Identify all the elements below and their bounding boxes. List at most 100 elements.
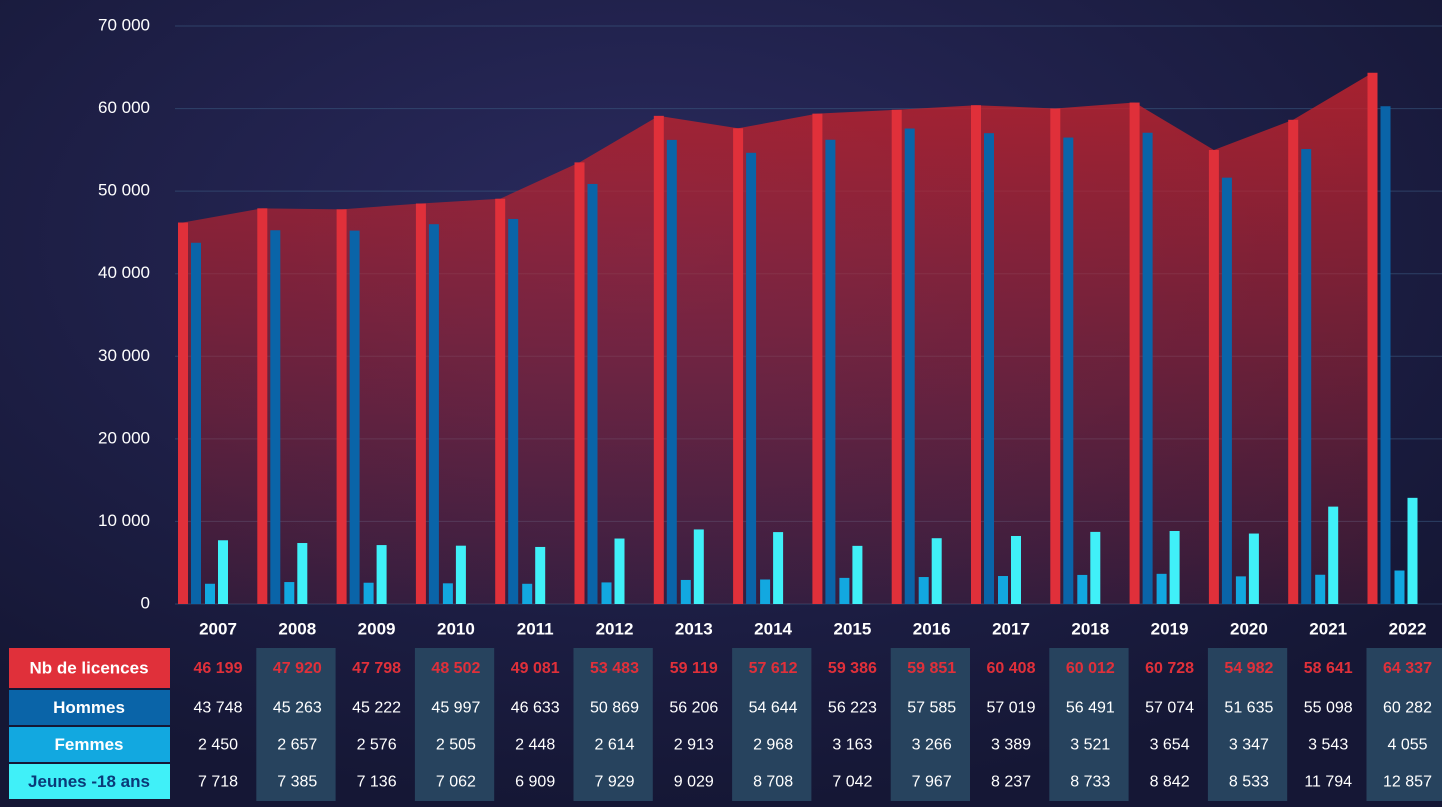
bar (1288, 120, 1298, 604)
bar (495, 199, 505, 604)
bar (1143, 133, 1153, 604)
bar (773, 532, 783, 604)
chart: 010 00020 00030 00040 00050 00060 00070 … (0, 0, 1442, 807)
value-label: 7 136 (357, 774, 397, 791)
value-label: 45 997 (431, 700, 480, 717)
value-label: 50 869 (590, 700, 639, 717)
value-label: 3 163 (832, 737, 872, 754)
bar (1236, 576, 1246, 604)
x-tick-label: 2008 (278, 619, 316, 638)
x-tick-label: 2020 (1230, 619, 1268, 638)
bar (1130, 103, 1140, 604)
bar (1077, 575, 1087, 604)
bar (456, 546, 466, 604)
bar (932, 538, 942, 604)
value-label: 57 585 (907, 700, 956, 717)
value-label: 3 266 (912, 737, 952, 754)
value-label: 57 019 (987, 700, 1036, 717)
bar (654, 116, 664, 604)
value-label: 51 635 (1224, 700, 1273, 717)
bar (694, 529, 704, 604)
bar (1050, 108, 1060, 604)
x-tick-label: 2018 (1071, 619, 1109, 638)
x-tick-label: 2012 (596, 619, 634, 638)
bar (1170, 531, 1180, 604)
bar (588, 184, 598, 604)
value-label: 57 612 (749, 660, 798, 677)
value-label: 46 633 (511, 700, 560, 717)
value-label: 54 644 (749, 700, 798, 717)
x-tick-label: 2021 (1309, 619, 1347, 638)
bar (257, 208, 267, 604)
bar (416, 204, 426, 604)
bar (205, 584, 215, 604)
bar (971, 105, 981, 604)
value-label: 2 505 (436, 737, 476, 754)
value-label: 11 794 (1304, 774, 1352, 791)
value-label: 53 483 (590, 660, 639, 677)
value-label: 54 982 (1224, 660, 1273, 677)
bar (1011, 536, 1021, 604)
x-tick-label: 2014 (754, 619, 792, 638)
x-tick-label: 2007 (199, 619, 237, 638)
value-label: 8 533 (1229, 774, 1269, 791)
value-label: 8 733 (1070, 774, 1110, 791)
value-label: 6 909 (515, 774, 555, 791)
value-label: 3 654 (1150, 737, 1190, 754)
bar (270, 230, 280, 604)
bar (377, 545, 387, 604)
bar (852, 546, 862, 604)
bar (218, 540, 228, 604)
value-label: 60 012 (1066, 660, 1115, 677)
value-label: 57 074 (1145, 700, 1194, 717)
bar (1395, 571, 1405, 604)
bar (364, 583, 374, 604)
bar (1368, 73, 1378, 604)
bar (535, 547, 545, 604)
bar (667, 140, 677, 604)
x-tick-label: 2022 (1389, 619, 1427, 638)
bar (1328, 507, 1338, 604)
bar (812, 114, 822, 604)
bar (297, 543, 307, 604)
bar (1157, 574, 1167, 604)
x-tick-label: 2016 (913, 619, 951, 638)
bar (575, 162, 585, 604)
value-label: 2 657 (277, 737, 317, 754)
value-label: 3 521 (1070, 737, 1110, 754)
bar (1315, 575, 1325, 604)
bar (746, 153, 756, 604)
y-tick-label: 50 000 (98, 181, 150, 200)
bar (760, 579, 770, 604)
value-label: 59 386 (828, 660, 877, 677)
legend-label: Hommes (53, 698, 125, 717)
x-tick-label: 2019 (1151, 619, 1189, 638)
bar (615, 539, 625, 604)
value-label: 7 967 (912, 774, 952, 791)
value-label: 56 491 (1066, 700, 1115, 717)
bar (825, 140, 835, 604)
value-label: 2 968 (753, 737, 793, 754)
value-label: 2 450 (198, 737, 238, 754)
value-label: 60 408 (987, 660, 1036, 677)
value-label: 7 385 (277, 774, 317, 791)
value-label: 2 913 (674, 737, 714, 754)
bar (892, 110, 902, 604)
value-label: 3 543 (1308, 737, 1348, 754)
bar (1063, 138, 1073, 604)
bar (1249, 534, 1259, 604)
y-tick-label: 60 000 (98, 98, 150, 117)
value-label: 60 728 (1145, 660, 1194, 677)
bar (178, 223, 188, 604)
value-label: 9 029 (674, 774, 714, 791)
bar (1222, 178, 1232, 604)
bar (443, 583, 453, 604)
bar (998, 576, 1008, 604)
bar (1381, 106, 1391, 604)
y-tick-label: 30 000 (98, 346, 150, 365)
bar (1090, 532, 1100, 604)
value-label: 2 448 (515, 737, 555, 754)
value-label: 45 222 (352, 700, 401, 717)
legend-label: Nb de licences (29, 658, 148, 677)
bar (602, 582, 612, 604)
